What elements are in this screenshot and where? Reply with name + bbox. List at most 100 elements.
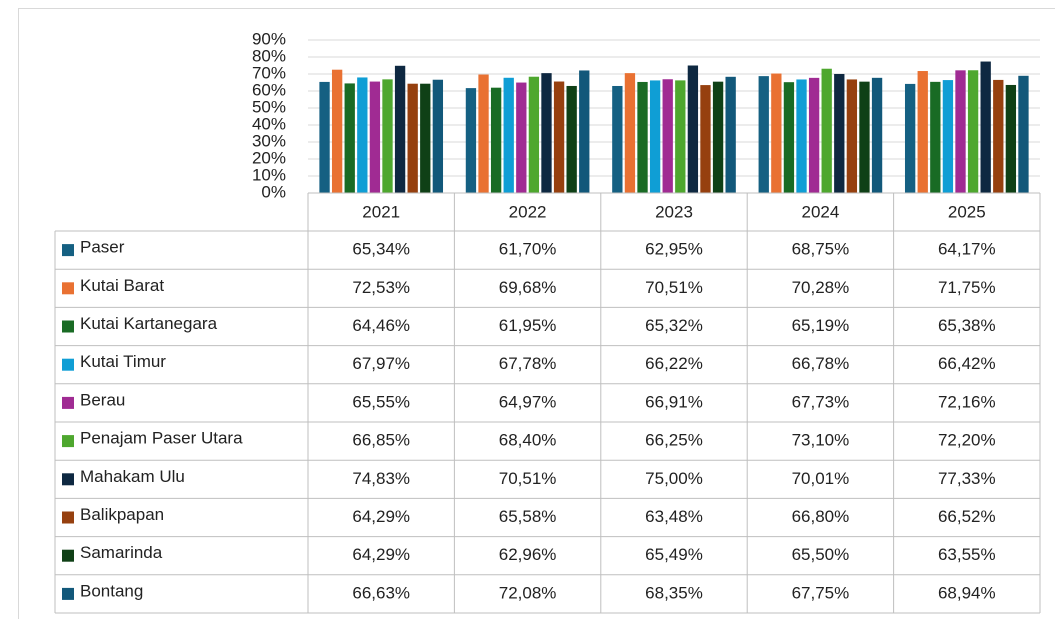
bar xyxy=(465,88,477,193)
bar xyxy=(1018,75,1029,193)
data-label: 61,70% xyxy=(499,240,557,259)
bar xyxy=(516,82,527,193)
legend-key xyxy=(62,320,74,333)
data-label: 67,75% xyxy=(792,583,850,602)
data-label: 66,63% xyxy=(352,583,410,602)
data-label: 65,49% xyxy=(645,545,703,564)
data-label: 66,91% xyxy=(645,392,703,411)
data-label: 66,78% xyxy=(792,354,850,373)
data-label: 66,22% xyxy=(645,354,703,373)
bar xyxy=(344,83,355,193)
legend-label: Samarinda xyxy=(80,543,163,562)
bar xyxy=(675,80,686,193)
legend-label: Kutai Barat xyxy=(80,276,164,295)
data-label: 65,32% xyxy=(645,316,703,335)
bar xyxy=(407,83,418,193)
data-label: 61,95% xyxy=(499,316,557,335)
chart-frame xyxy=(18,8,1055,619)
bar xyxy=(834,73,845,193)
bar xyxy=(917,71,928,193)
bar xyxy=(687,65,699,193)
data-label: 74,83% xyxy=(352,469,410,488)
bar xyxy=(319,81,330,193)
legend-label: Balikpapan xyxy=(80,505,164,524)
bar xyxy=(846,79,858,193)
x-tick-label: 2023 xyxy=(655,202,693,221)
y-tick-label: 0% xyxy=(261,182,286,201)
bar xyxy=(821,68,832,193)
data-label: 66,85% xyxy=(352,431,410,450)
y-tick-label: 70% xyxy=(252,63,286,82)
data-label: 64,46% xyxy=(352,316,410,335)
bar xyxy=(528,76,540,193)
bar xyxy=(394,65,406,193)
legend-label: Mahakam Ulu xyxy=(80,467,185,486)
data-label: 72,08% xyxy=(499,583,557,602)
bar xyxy=(503,77,514,193)
legend-label: Berau xyxy=(80,390,125,409)
bar xyxy=(566,85,577,193)
bar xyxy=(382,79,393,193)
bar xyxy=(859,81,870,193)
data-label: 65,19% xyxy=(792,316,850,335)
bar xyxy=(712,81,724,193)
bar xyxy=(993,79,1004,193)
legend-key xyxy=(62,435,74,448)
data-label: 70,01% xyxy=(792,469,850,488)
data-label: 64,29% xyxy=(352,507,410,526)
data-label: 66,52% xyxy=(938,507,996,526)
y-tick-label: 50% xyxy=(252,97,286,116)
data-label: 70,51% xyxy=(499,469,557,488)
data-label: 65,50% xyxy=(792,545,850,564)
data-label: 62,95% xyxy=(645,240,703,259)
bar xyxy=(980,61,991,193)
y-tick-label: 90% xyxy=(252,29,286,48)
legend-key xyxy=(62,244,74,257)
data-label: 71,75% xyxy=(938,278,996,297)
data-label: 70,51% xyxy=(645,278,703,297)
y-tick-label: 80% xyxy=(252,46,286,65)
data-label: 68,94% xyxy=(938,583,996,602)
data-label: 69,68% xyxy=(499,278,557,297)
legend-key xyxy=(62,358,74,371)
bar xyxy=(967,70,979,193)
y-tick-label: 30% xyxy=(252,131,286,150)
data-label: 77,33% xyxy=(938,469,996,488)
legend-label: Penajam Paser Utara xyxy=(80,429,243,448)
x-tick-label: 2024 xyxy=(801,202,839,221)
bar xyxy=(955,70,966,193)
bar xyxy=(478,74,489,193)
data-label: 75,00% xyxy=(645,469,703,488)
data-label: 65,58% xyxy=(499,507,557,526)
bar xyxy=(904,83,916,193)
data-label: 63,55% xyxy=(938,545,996,564)
bar xyxy=(1005,84,1017,193)
bar xyxy=(758,76,769,193)
x-tick-label: 2021 xyxy=(362,202,400,221)
data-label: 66,42% xyxy=(938,354,996,373)
data-label: 64,29% xyxy=(352,545,410,564)
bar xyxy=(420,83,431,193)
legend-label: Kutai Kartanegara xyxy=(80,314,218,333)
bar xyxy=(624,73,636,193)
y-tick-label: 20% xyxy=(252,148,286,167)
bar xyxy=(637,81,648,193)
bar xyxy=(700,85,711,193)
data-label: 66,80% xyxy=(792,507,850,526)
bar xyxy=(432,79,444,193)
data-label: 72,53% xyxy=(352,278,410,297)
legend-key xyxy=(62,549,74,562)
data-label: 66,25% xyxy=(645,431,703,450)
bar xyxy=(808,77,820,193)
bar xyxy=(796,79,807,193)
bar xyxy=(771,73,782,193)
x-tick-label: 2022 xyxy=(509,202,547,221)
data-label: 64,97% xyxy=(499,392,557,411)
x-tick-label: 2025 xyxy=(948,202,986,221)
legend-label: Kutai Timur xyxy=(80,352,166,371)
legend-key xyxy=(62,396,74,409)
bar xyxy=(783,82,795,193)
data-label: 65,34% xyxy=(352,240,410,259)
